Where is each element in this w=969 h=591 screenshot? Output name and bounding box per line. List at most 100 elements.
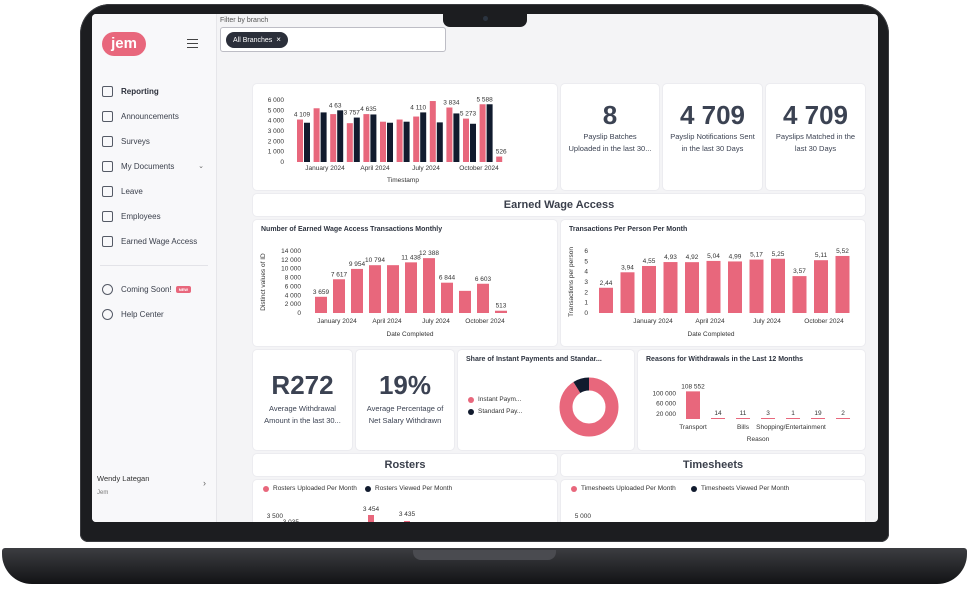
sidebar-item-label: Announcements: [121, 111, 179, 121]
bar-uploaded: [479, 104, 486, 162]
x-tick-label: April 2024: [695, 318, 725, 325]
bar: [835, 255, 850, 313]
sidebar-item-earned-wage-access[interactable]: Earned Wage Access: [102, 232, 212, 250]
sidebar-item-leave[interactable]: Leave: [102, 182, 212, 200]
sidebar-item-my-documents[interactable]: My Documents ⌄: [102, 157, 212, 175]
sidebar-item-label: Earned Wage Access: [121, 236, 198, 246]
chevron-down-icon[interactable]: ⌄: [198, 163, 204, 170]
y-tick-label: 4: [584, 269, 588, 276]
y-axis-label: Transactions per person: [568, 247, 575, 317]
clipboard-icon: [102, 135, 113, 147]
sidebar-item-label: Help Center: [121, 309, 164, 319]
legend-dot: [571, 485, 577, 492]
jem-logo[interactable]: jem: [102, 32, 146, 56]
people-icon: [102, 210, 113, 222]
app-screen: jem Reporting Announcements Surveys My D…: [92, 14, 878, 522]
x-tick-label: July 2024: [422, 318, 450, 325]
sidebar-item-help-center[interactable]: Help Center: [102, 305, 212, 323]
legend-label: Instant Paym...: [478, 396, 522, 403]
sidebar-item-employees[interactable]: Employees: [102, 207, 212, 225]
x-tick-label: April 2024: [372, 318, 402, 325]
user-profile[interactable]: Wendy Lategan Jem ›: [97, 474, 212, 496]
x-axis-label: Date Completed: [387, 331, 434, 338]
bar-matched: [470, 123, 476, 162]
bar-uploaded: [297, 119, 303, 162]
ewa-monthly-card: Number of Earned Wage Access Transaction…: [253, 220, 557, 346]
bar: [749, 259, 764, 313]
bar: [369, 265, 381, 313]
data-label: 4 109: [294, 112, 311, 119]
close-icon[interactable]: ×: [276, 35, 281, 44]
data-label: 3 757: [344, 110, 361, 117]
sidebar-item-reporting[interactable]: Reporting: [102, 82, 212, 100]
sidebar-item-surveys[interactable]: Surveys: [102, 132, 212, 150]
data-label: 5 588: [476, 96, 493, 103]
y-axis-label: Distinct values of ID: [260, 253, 267, 311]
hamburger-menu-icon[interactable]: [187, 39, 198, 48]
legend-dot: [468, 396, 474, 403]
bar-matched: [353, 117, 360, 162]
section-title-ewa: Earned Wage Access: [253, 194, 865, 216]
data-label: 19: [814, 410, 822, 417]
payslip-chart-card: 6 000 5 000 4 000 3 000 2 000 1 000 0 4 109 4 63…: [253, 84, 557, 190]
y-tick-label: 6: [584, 248, 588, 255]
data-label: 5,25: [772, 251, 785, 258]
user-name: Wendy Lategan: [97, 474, 150, 483]
bar: [620, 272, 635, 313]
data-label: 3,94: [621, 264, 634, 271]
data-label: 4 63: [329, 102, 342, 109]
sidebar-item-label: Leave: [121, 186, 143, 196]
data-label: 526: [496, 149, 507, 156]
x-tick-label: Shopping/Entertainment: [756, 424, 826, 431]
bar: [405, 262, 417, 313]
y-tick-label: 5 000: [268, 107, 285, 114]
help-icon: [102, 308, 113, 320]
sidebar-item-announcements[interactable]: Announcements: [102, 107, 212, 125]
y-tick-label: 5: [584, 258, 588, 265]
x-tick-label: July 2024: [412, 165, 440, 172]
sidebar-item-coming-soon[interactable]: Coming Soon! NEW: [102, 280, 212, 298]
data-label: 4,92: [686, 254, 699, 261]
per-person-card: Transactions Per Person Per Month 6 5 4 3 2 1…: [561, 220, 865, 346]
bar-uploaded: [380, 121, 386, 162]
bar: [495, 310, 507, 313]
y-tick-label: 100 000: [653, 391, 677, 398]
bar-uploaded: [330, 114, 337, 162]
kpi-value: 4 709: [679, 100, 746, 130]
legend-rosters-viewed: Rosters Viewed Per Month: [365, 485, 452, 492]
user-org: Jem: [97, 490, 109, 496]
data-label: 5,17: [750, 252, 763, 259]
data-label: 4,99: [729, 253, 742, 260]
chart-title: Transactions Per Person Per Month: [569, 226, 688, 233]
filter-label: Filter by branch: [220, 17, 269, 24]
bar: [642, 265, 656, 313]
bar: [736, 418, 750, 419]
bar-matched: [304, 122, 310, 162]
data-label: 10 794: [365, 257, 385, 264]
payment-share-card: Share of Instant Payments and Standar...…: [458, 350, 634, 450]
bar-uploaded: [396, 119, 403, 162]
data-label: 3,57: [793, 268, 806, 275]
x-tick-label: Bills: [737, 424, 750, 431]
y-tick-label: 12 000: [281, 257, 301, 264]
chart-icon: [102, 85, 113, 97]
x-axis-label: Reason: [747, 436, 770, 443]
y-tick-label: 2: [584, 289, 588, 296]
chevron-right-icon[interactable]: ›: [203, 478, 206, 488]
bar: [441, 282, 453, 313]
y-tick-label: 3 500: [267, 513, 284, 520]
chart-title: Number of Earned Wage Access Transaction…: [261, 226, 443, 233]
data-label: 4 635: [360, 106, 377, 113]
branch-chip[interactable]: All Branches ×: [226, 32, 288, 48]
data-label: 12 388: [419, 250, 439, 257]
legend-rosters-uploaded: Rosters Uploaded Per Month: [263, 485, 357, 492]
branch-filter-input[interactable]: All Branches ×: [220, 27, 446, 52]
bar: [663, 262, 678, 313]
kpi-label: Payslip Notifications Sent in the last 3…: [670, 132, 755, 153]
legend-timesheets-uploaded: Timesheets Uploaded Per Month: [571, 485, 676, 492]
bar-matched: [337, 110, 344, 162]
bar-uploaded: [346, 123, 353, 162]
rosters-chart-card: Rosters Uploaded Per Month Rosters Viewe…: [253, 480, 557, 522]
bar: [333, 279, 345, 313]
bar-uploaded: [463, 118, 469, 162]
